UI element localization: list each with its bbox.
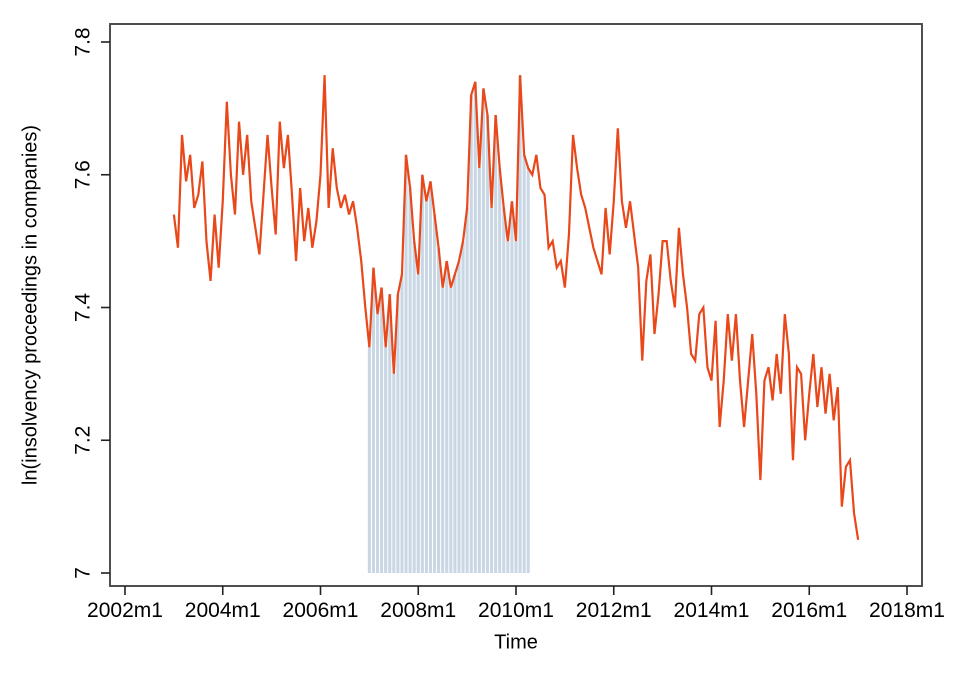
crisis-shading-bar xyxy=(457,261,461,573)
crisis-shading-bar xyxy=(494,115,498,573)
x-tick-label: 2018m1 xyxy=(869,599,945,622)
crisis-shading-bar xyxy=(518,75,522,573)
crisis-shading-bar xyxy=(473,81,477,573)
crisis-shading-bar xyxy=(481,88,485,574)
crisis-shading-bar xyxy=(371,267,375,573)
crisis-shading-bar xyxy=(453,274,457,573)
crisis-shading-bar xyxy=(428,181,433,573)
crisis-shading-bar xyxy=(506,241,510,573)
series-line xyxy=(172,75,860,540)
crisis-shading-bar xyxy=(477,168,481,574)
y-tick-label: 7.4 xyxy=(72,293,95,323)
crisis-shading-bar xyxy=(510,201,514,574)
x-tick-label: 2014m1 xyxy=(674,599,750,622)
x-tick-label: 2002m1 xyxy=(87,599,163,622)
crisis-shading-bar xyxy=(367,347,371,573)
crisis-shading-bar xyxy=(375,314,380,573)
y-tick-label: 7.8 xyxy=(72,27,95,56)
crisis-shading-bar xyxy=(461,241,465,573)
crisis-shading-bar xyxy=(469,95,473,573)
crisis-shading-bar xyxy=(396,294,400,573)
crisis-shading-bar xyxy=(408,188,412,573)
crisis-shading-bar xyxy=(400,274,404,573)
crisis-shading-bar xyxy=(449,287,453,573)
x-tick-label: 2010m1 xyxy=(478,599,554,622)
crisis-shading-bar xyxy=(490,207,494,573)
crisis-shading-bar xyxy=(526,168,530,574)
crisis-shading-bar xyxy=(502,207,506,573)
crisis-shading-bar xyxy=(437,247,441,573)
crisis-shading-bar xyxy=(522,154,526,573)
x-tick-label: 2006m1 xyxy=(283,599,359,622)
crisis-shading-bar xyxy=(384,347,388,573)
crisis-shading-bar xyxy=(424,201,428,574)
crisis-shading-bar xyxy=(465,207,469,573)
crisis-shading-bar xyxy=(485,115,490,573)
y-tick-label: 7 xyxy=(72,567,95,579)
crisis-shading-bar xyxy=(445,261,449,573)
y-tick-label: 7.6 xyxy=(72,160,95,189)
crisis-shading-bar xyxy=(412,241,416,573)
x-tick-label: 2012m1 xyxy=(576,599,652,622)
crisis-shading-bar xyxy=(432,214,437,573)
crisis-shading-bar xyxy=(404,154,408,573)
x-axis-title: Time xyxy=(494,631,538,654)
crisis-shading-bar xyxy=(498,168,502,574)
x-tick-label: 2008m1 xyxy=(380,599,456,622)
y-axis-title: ln(insolvency proceedings in companies) xyxy=(19,124,42,486)
crisis-shading-bar xyxy=(441,287,445,573)
crisis-shading-bar xyxy=(388,294,392,573)
x-tick-label: 2016m1 xyxy=(771,599,847,622)
crisis-shading-bar xyxy=(392,373,396,573)
x-tick-label: 2004m1 xyxy=(185,599,261,622)
crisis-shading-bar xyxy=(420,174,424,573)
crisis-shading-bar xyxy=(416,274,420,573)
crisis-shading-bar xyxy=(514,241,518,573)
y-tick-label: 7.2 xyxy=(72,426,95,455)
crisis-shading-bar xyxy=(380,287,384,573)
